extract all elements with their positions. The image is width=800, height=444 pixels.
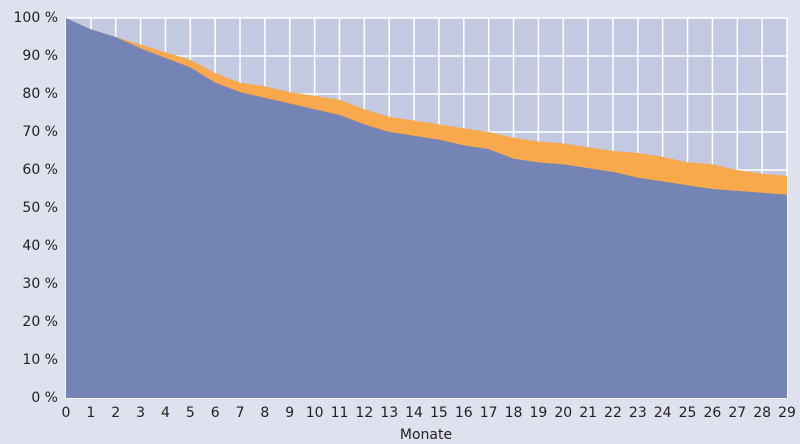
- x-tick-label: 10: [306, 405, 324, 421]
- x-tick-label: 0: [62, 405, 71, 421]
- x-tick-label: 8: [260, 405, 269, 421]
- y-tick-label: 40 %: [22, 238, 58, 254]
- y-tick-label: 70 %: [22, 124, 58, 140]
- x-tick-label: 5: [186, 405, 195, 421]
- x-tick-label: 26: [703, 405, 721, 421]
- x-tick-label: 21: [579, 405, 597, 421]
- x-tick-label: 13: [380, 405, 398, 421]
- x-tick-label: 20: [554, 405, 572, 421]
- x-tick-label: 24: [654, 405, 672, 421]
- x-tick-label: 15: [430, 405, 448, 421]
- x-tick-label: 23: [629, 405, 647, 421]
- x-tick-label: 2: [111, 405, 120, 421]
- y-tick-label: 80 %: [22, 86, 58, 102]
- x-tick-label: 29: [778, 405, 796, 421]
- x-tick-label: 4: [161, 405, 170, 421]
- x-tick-label: 14: [405, 405, 423, 421]
- y-tick-label: 90 %: [22, 48, 58, 64]
- y-tick-label: 20 %: [22, 314, 58, 330]
- y-tick-label: 30 %: [22, 276, 58, 292]
- x-tick-label: 12: [355, 405, 373, 421]
- y-tick-label: 10 %: [22, 352, 58, 368]
- x-tick-label: 16: [455, 405, 473, 421]
- x-tick-label: 19: [529, 405, 547, 421]
- x-tick-label: 28: [753, 405, 771, 421]
- x-tick-label: 3: [136, 405, 145, 421]
- x-tick-label: 7: [236, 405, 245, 421]
- x-tick-label: 11: [331, 405, 349, 421]
- x-tick-label: 18: [505, 405, 523, 421]
- y-tick-label: 60 %: [22, 162, 58, 178]
- x-tick-label: 22: [604, 405, 622, 421]
- x-tick-label: 27: [728, 405, 746, 421]
- x-tick-label: 1: [86, 405, 95, 421]
- y-tick-label: 50 %: [22, 200, 58, 216]
- area: [66, 18, 787, 398]
- x-tick-label: 25: [679, 405, 697, 421]
- x-tick-label: 6: [211, 405, 220, 421]
- x-tick-label: 9: [285, 405, 294, 421]
- x-axis-label: Monate: [400, 427, 452, 443]
- x-tick-label: 17: [480, 405, 498, 421]
- y-tick-label: 0 %: [31, 390, 58, 406]
- y-tick-label: 100 %: [14, 10, 58, 26]
